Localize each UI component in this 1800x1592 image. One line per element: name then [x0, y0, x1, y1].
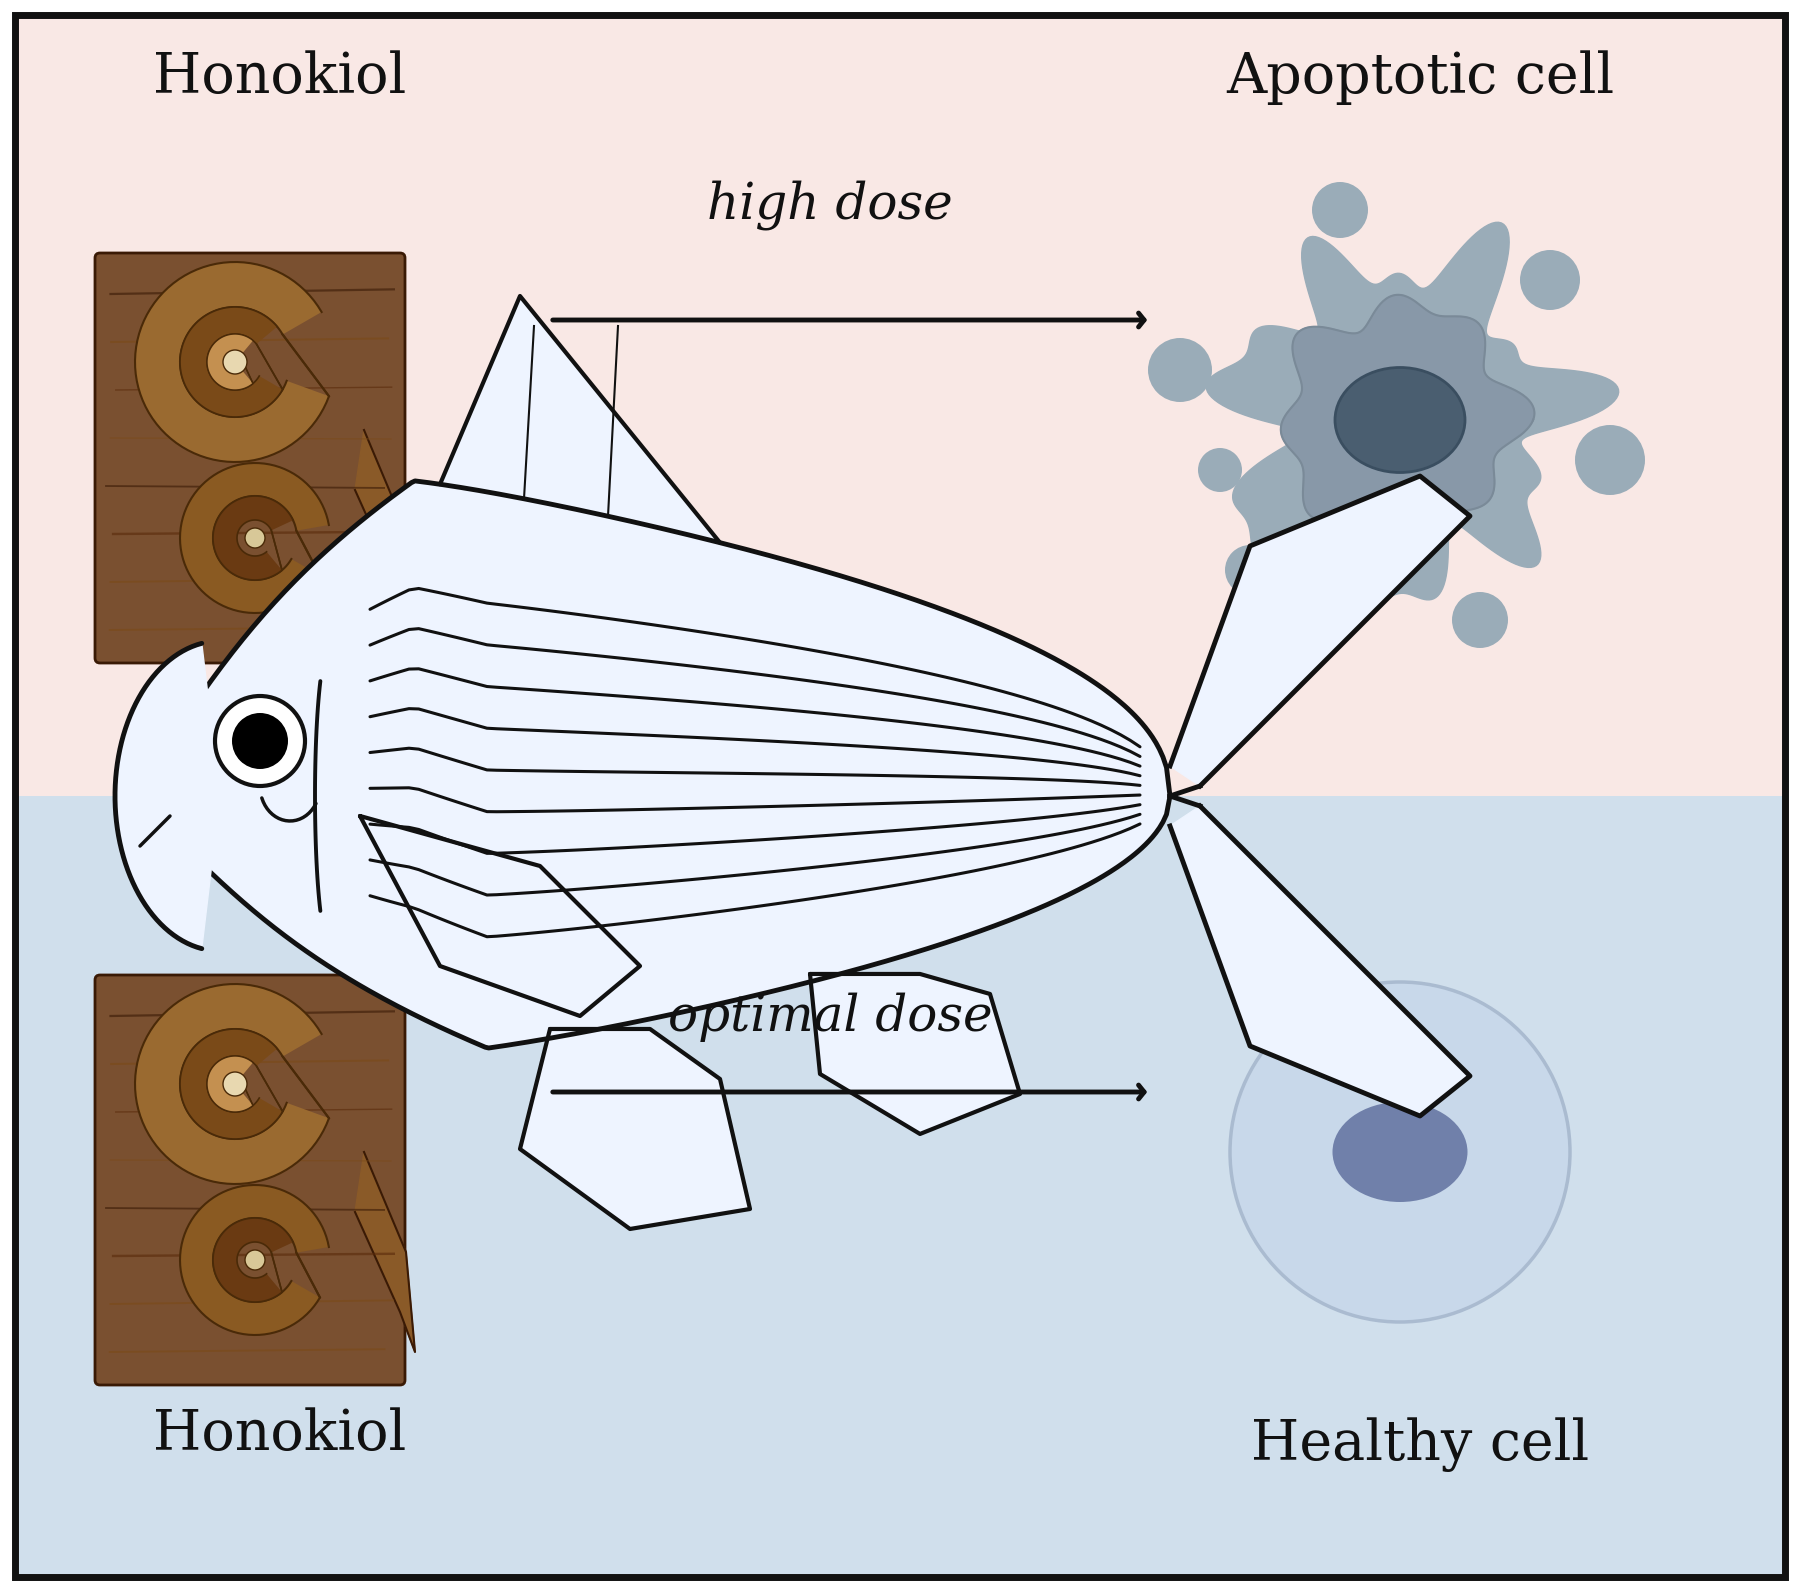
Polygon shape — [360, 817, 641, 1016]
Polygon shape — [439, 296, 720, 543]
Circle shape — [214, 696, 304, 786]
Ellipse shape — [1332, 1102, 1467, 1202]
Circle shape — [1312, 181, 1368, 237]
Polygon shape — [207, 334, 254, 390]
Circle shape — [1229, 982, 1570, 1321]
Polygon shape — [810, 974, 1021, 1134]
Polygon shape — [180, 1028, 283, 1138]
Polygon shape — [212, 497, 293, 579]
Circle shape — [1148, 338, 1211, 403]
Circle shape — [1519, 250, 1580, 310]
FancyBboxPatch shape — [95, 974, 405, 1385]
Ellipse shape — [1336, 368, 1465, 473]
Circle shape — [1226, 544, 1274, 595]
Circle shape — [232, 713, 288, 769]
Polygon shape — [355, 430, 416, 630]
Text: high dose: high dose — [707, 180, 952, 229]
Polygon shape — [207, 1055, 254, 1111]
Circle shape — [1575, 425, 1645, 495]
FancyBboxPatch shape — [95, 253, 405, 662]
Polygon shape — [1170, 476, 1471, 786]
Polygon shape — [355, 1153, 416, 1352]
Circle shape — [245, 1250, 265, 1270]
Polygon shape — [180, 1184, 329, 1336]
Text: optimal dose: optimal dose — [668, 992, 992, 1043]
Polygon shape — [1170, 806, 1471, 1116]
Circle shape — [245, 529, 265, 548]
Polygon shape — [1282, 295, 1534, 549]
Text: Healthy cell: Healthy cell — [1251, 1417, 1589, 1473]
Circle shape — [223, 1071, 247, 1095]
Polygon shape — [121, 481, 1170, 1048]
Polygon shape — [1206, 223, 1618, 603]
Text: Honokiol: Honokiol — [153, 49, 407, 105]
Circle shape — [1453, 592, 1508, 648]
Polygon shape — [180, 307, 283, 417]
Bar — [14, 796, 1786, 1578]
Polygon shape — [212, 1218, 293, 1302]
Polygon shape — [135, 984, 329, 1184]
Text: Honokiol: Honokiol — [153, 1407, 407, 1461]
Polygon shape — [180, 463, 329, 613]
Bar — [14, 14, 1786, 796]
Circle shape — [1199, 447, 1242, 492]
Polygon shape — [520, 1028, 751, 1229]
Circle shape — [223, 350, 247, 374]
Polygon shape — [115, 643, 220, 949]
Polygon shape — [135, 263, 329, 462]
Text: Apoptotic cell: Apoptotic cell — [1226, 49, 1615, 105]
